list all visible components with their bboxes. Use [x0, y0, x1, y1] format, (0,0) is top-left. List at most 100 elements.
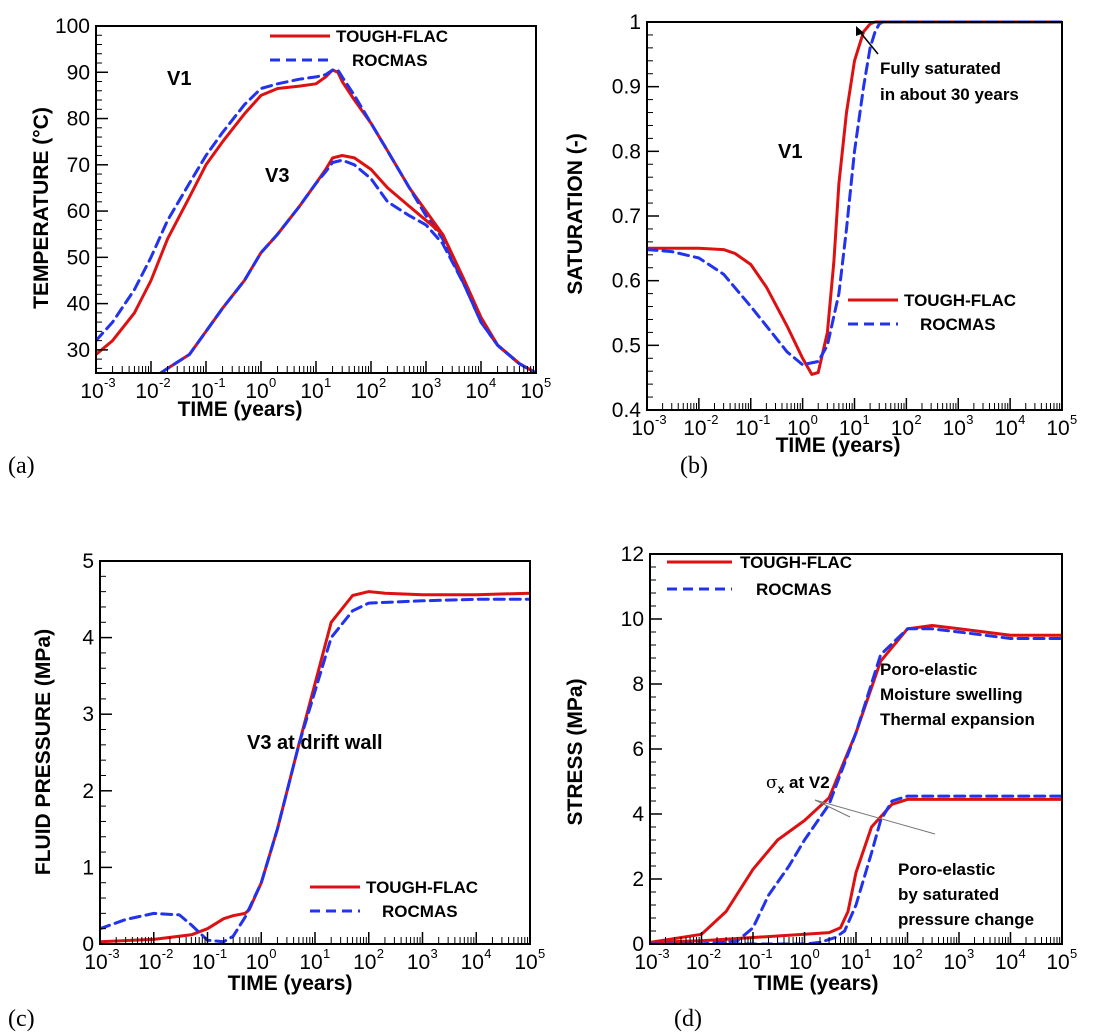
series-line-rocmas-v1	[96, 68, 536, 373]
x-tick-exponent: 1	[864, 946, 871, 961]
annotation-v3: V3	[265, 165, 289, 187]
series-line-rocmas	[647, 20, 1062, 367]
y-tick-label: 1	[82, 856, 94, 879]
x-tick-label: 10	[135, 380, 158, 403]
panel-label: (a)	[8, 453, 35, 479]
x-tick-label: 10	[520, 380, 543, 403]
x-tick-exponent: 5	[538, 946, 545, 961]
legend: TOUGH-FLAC ROCMAS	[667, 553, 852, 599]
x-tick-label: 10	[737, 951, 760, 974]
annotation-fully-saturated: Fully saturated	[880, 59, 1001, 78]
x-tick-exponent: 0	[269, 375, 276, 390]
x-tick-exponent: -3	[658, 946, 670, 961]
y-tick-label: 10	[621, 608, 644, 631]
legend: TOUGH-FLAC ROCMAS	[310, 878, 478, 921]
x-tick-exponent: 1	[324, 375, 331, 390]
series-line-rocmas-v3	[159, 158, 536, 373]
y-tick-label: 100	[55, 15, 90, 38]
series-lines	[96, 68, 536, 373]
legend: TOUGH-FLAC ROCMAS	[848, 291, 1016, 334]
legend: TOUGH-FLAC ROCMAS	[270, 27, 448, 70]
x-tick-label: 10	[631, 417, 654, 440]
x-tick-exponent: 0	[813, 946, 820, 961]
x-tick-label: 10	[735, 417, 758, 440]
x-tick-exponent: 1	[323, 946, 330, 961]
x-tick-exponent: -2	[159, 375, 171, 390]
y-axis-title: TEMPERATURE (°C)	[30, 107, 53, 309]
x-tick-label: 10	[192, 951, 215, 974]
x-axis-title: TIME (years)	[178, 398, 303, 421]
x-tick-label: 10	[995, 951, 1018, 974]
x-tick-label: 10	[299, 951, 322, 974]
x-tick-label: 10	[787, 417, 810, 440]
x-tick-exponent: 4	[1019, 946, 1026, 961]
y-tick-label: 0.7	[612, 205, 641, 228]
x-tick-label: 10	[461, 951, 484, 974]
y-tick-labels: 0 1 2 3 4 5	[82, 550, 94, 956]
y-tick-labels: 0 2 4 6 8 10 12	[621, 543, 645, 956]
y-tick-label: 2	[632, 868, 644, 891]
x-tick-exponent: -1	[759, 412, 771, 427]
y-tick-label: 4	[82, 627, 94, 650]
chart-panel-b: 0.40.50.60.70.80.91 10 -3 10 -2 10 -1 10 0 10 1 10…	[564, 11, 1077, 479]
legend-label-rocmas: ROCMAS	[756, 580, 832, 599]
series-lines	[100, 590, 530, 944]
x-tick-exponent: 1	[863, 412, 870, 427]
x-tick-exponent: 4	[489, 375, 496, 390]
x-tick-label: 10	[80, 380, 103, 403]
x-tick-exponent: 3	[434, 375, 441, 390]
x-tick-exponent: -2	[710, 946, 722, 961]
panel-label: (c)	[8, 1006, 35, 1032]
series-line-tough-flac-v1	[96, 68, 536, 373]
x-tick-label: 10	[892, 951, 915, 974]
x-tick-label: 10	[300, 380, 323, 403]
x-tick-exponent: -2	[707, 412, 719, 427]
y-tick-label: 0.4	[612, 399, 642, 422]
x-tick-label: 10	[839, 417, 862, 440]
y-axis-title: SATURATION (-)	[564, 133, 587, 294]
y-tick-label: 6	[632, 738, 644, 761]
x-tick-exponent: 4	[484, 946, 491, 961]
annotation-arrow	[856, 26, 879, 55]
x-tick-exponent: 3	[966, 412, 973, 427]
y-tick-label: 0.8	[612, 140, 641, 163]
x-tick-exponent: 2	[914, 412, 921, 427]
x-tick-exponent: 5	[544, 375, 551, 390]
y-tick-label: 30	[67, 339, 90, 362]
x-tick-label: 10	[465, 380, 488, 403]
x-tick-label: 10	[407, 951, 430, 974]
legend-label-tough-flac: TOUGH-FLAC	[740, 553, 852, 572]
tick-marks	[649, 553, 1063, 945]
x-tick-label: 10	[943, 417, 966, 440]
y-tick-label: 40	[67, 293, 90, 316]
x-tick-label: 10	[686, 951, 709, 974]
x-tick-exponent: -1	[761, 946, 773, 961]
annotation-pressure-change: pressure change	[898, 910, 1034, 929]
annotation-poro-elastic-lower: Poro-elastic	[898, 860, 995, 879]
y-tick-label: 1	[629, 11, 641, 34]
x-tick-exponent: -3	[655, 412, 667, 427]
x-tick-label: 10	[683, 417, 706, 440]
x-tick-exponent: -1	[216, 946, 228, 961]
x-tick-label: 10	[891, 417, 914, 440]
x-tick-labels: 10 -3 10 -2 10 -1 10 0 10 1 10 2 10 3 10 4 10 5	[80, 375, 551, 403]
y-axis-title: FLUID PRESSURE (MPa)	[32, 629, 55, 875]
annotation-leader-lines	[814, 799, 936, 835]
legend-label-tough-flac: TOUGH-FLAC	[904, 291, 1016, 310]
plot-frame	[646, 21, 1063, 411]
y-tick-label: 70	[67, 154, 90, 177]
annotation-thermal-expansion: Thermal expansion	[880, 710, 1035, 729]
legend-label-tough-flac: TOUGH-FLAC	[336, 27, 448, 46]
y-tick-labels: 30 40 50 60 70 80 90 100	[55, 15, 90, 362]
y-tick-label: 80	[67, 108, 90, 131]
x-tick-exponent: -3	[104, 375, 116, 390]
annotation-v1: V1	[167, 68, 191, 90]
x-tick-exponent: 3	[431, 946, 438, 961]
panel-label: (b)	[680, 453, 708, 479]
legend-label-rocmas: ROCMAS	[382, 902, 458, 921]
tick-marks	[646, 21, 1063, 411]
legend-label-rocmas: ROCMAS	[920, 315, 996, 334]
